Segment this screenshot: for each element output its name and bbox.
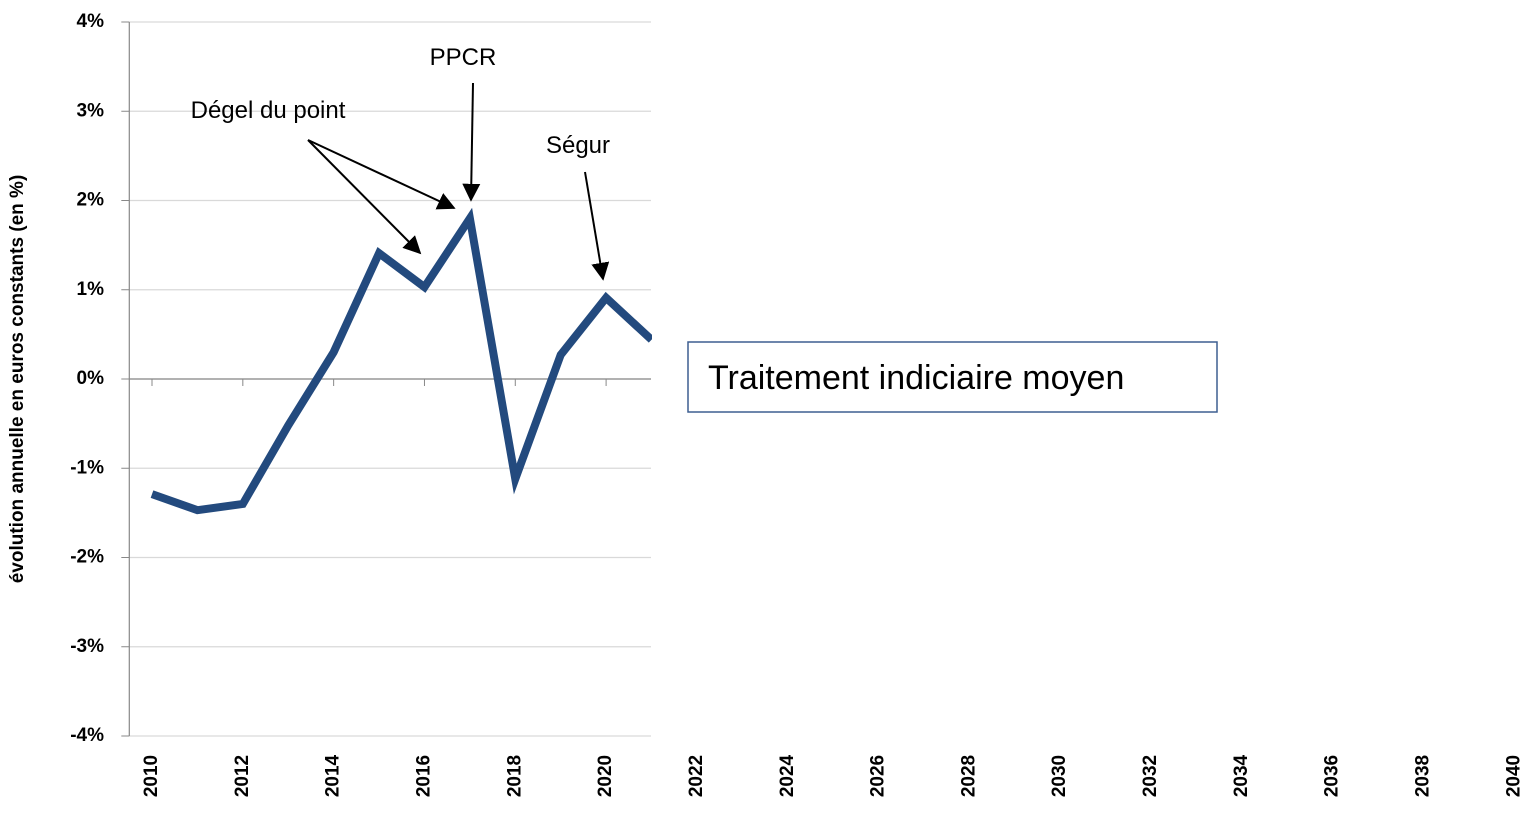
y-tick-label: 1% [77, 279, 105, 300]
y-tick-label: 4% [77, 11, 105, 32]
x-tick-label: 2036 [1322, 755, 1343, 797]
x-tick-label: 2038 [1412, 755, 1433, 797]
x-tick-label: 2028 [958, 755, 979, 797]
arrow [307, 139, 456, 210]
x-tick-label: 2024 [777, 754, 798, 797]
y-tick-label: 3% [77, 100, 105, 121]
y-axis-label: évolution annuelle en euros constants (e… [7, 175, 28, 584]
x-tick-label: 2034 [1231, 754, 1252, 797]
x-tick-label: 2018 [504, 755, 525, 797]
y-tick-label: -4% [70, 725, 104, 746]
x-tick-label: 2032 [1140, 755, 1161, 797]
arrows [307, 82, 610, 281]
x-tick-label: 2030 [1049, 755, 1070, 797]
x-tick-label: 2012 [232, 755, 253, 797]
y-tick-label: -3% [70, 636, 104, 657]
legend-entry: Traitement indiciaire moyen [708, 359, 1124, 397]
x-tick-label: 2040 [1503, 755, 1521, 797]
data-line [150, 207, 652, 515]
arrow [584, 171, 610, 281]
x-tick-label: 2016 [413, 755, 434, 797]
x-tick-label: 2014 [323, 754, 344, 797]
y-tick-label: 0% [77, 368, 105, 389]
x-tick-label: 2026 [868, 755, 889, 797]
annotation: Dégel du point [191, 97, 346, 124]
y-tick-label: -1% [70, 457, 104, 478]
x-tick-label: 2022 [686, 755, 707, 797]
arrow [462, 82, 481, 202]
legend-box [687, 341, 1218, 413]
y-tick-label: -2% [70, 547, 104, 568]
annotation: Ségur [546, 132, 610, 159]
x-tick-label: 2010 [141, 755, 162, 797]
x-tick-label: 2020 [595, 755, 616, 797]
annotation: PPCR [430, 44, 497, 71]
y-tick-label: 2% [77, 190, 105, 211]
arrow [307, 139, 422, 255]
